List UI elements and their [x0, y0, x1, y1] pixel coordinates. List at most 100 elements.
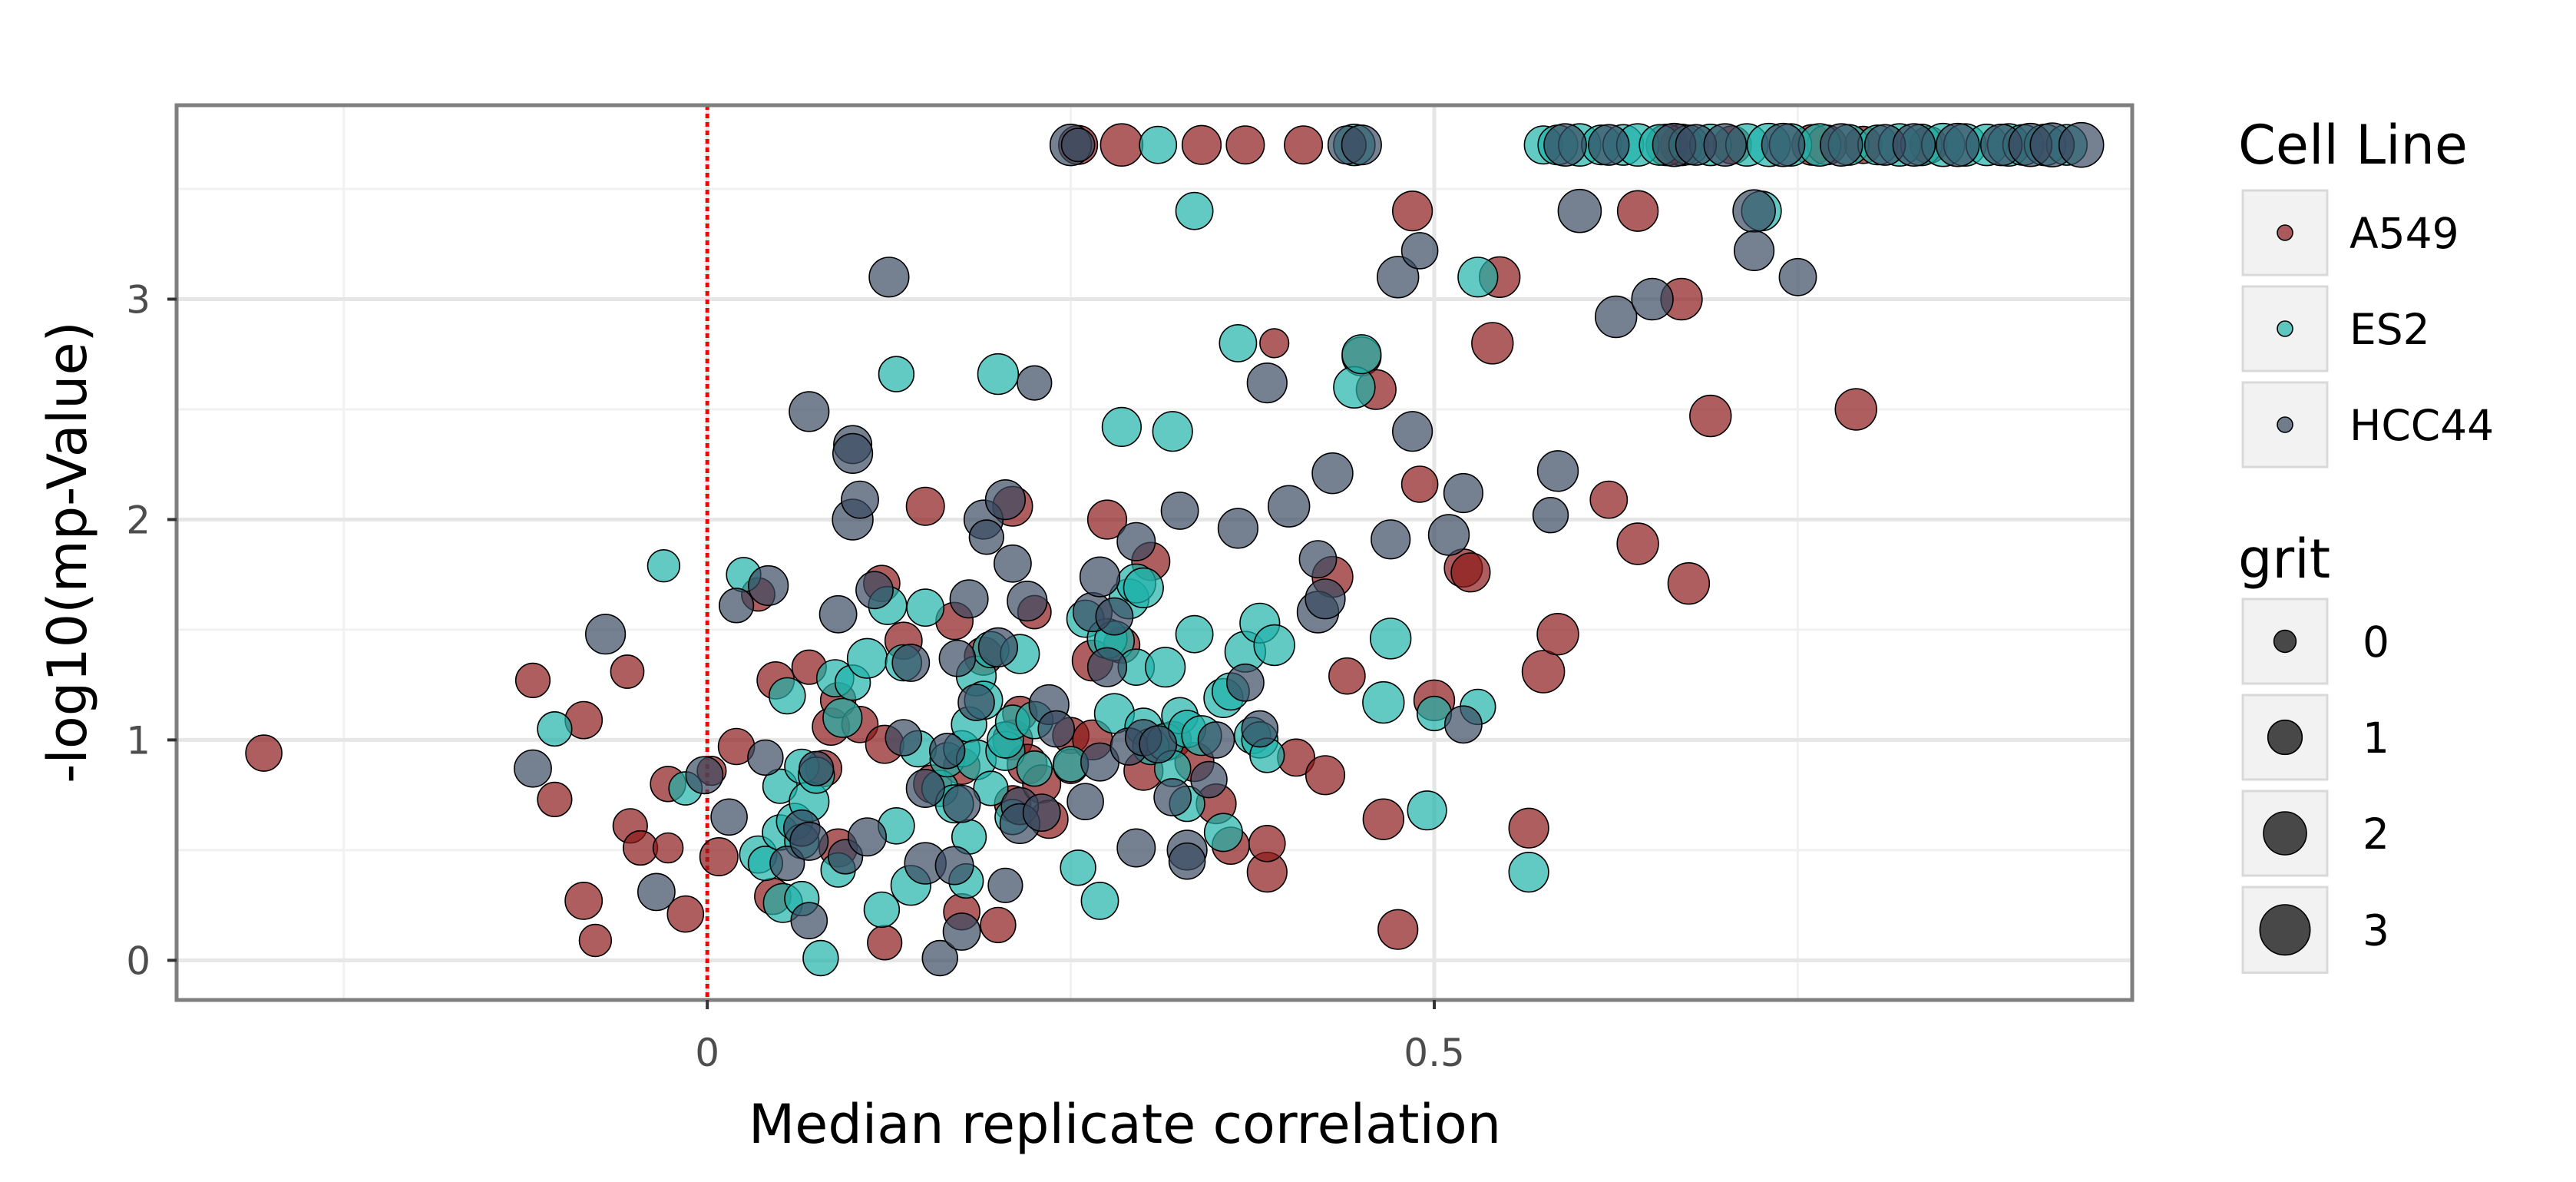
- data-point: [245, 734, 283, 772]
- data-point: [987, 867, 1023, 903]
- legend-label: 0: [2363, 617, 2389, 667]
- data-point: [1778, 257, 1817, 296]
- data-point: [977, 353, 1020, 396]
- color-legend-entry: HCC44: [2241, 381, 2494, 468]
- data-point: [1248, 825, 1286, 862]
- data-point: [1284, 125, 1324, 165]
- data-point: [1080, 882, 1119, 920]
- data-point: [1936, 122, 1980, 167]
- data-point: [789, 821, 829, 861]
- data-point: [1253, 624, 1295, 667]
- data-point: [1457, 257, 1499, 298]
- legend-key-marker: [2277, 416, 2293, 433]
- data-point: [1101, 406, 1142, 448]
- data-point: [906, 588, 945, 627]
- data-point: [584, 614, 627, 655]
- data-point: [1007, 580, 1048, 622]
- legend-label: ES2: [2349, 305, 2430, 354]
- data-point: [1305, 755, 1346, 796]
- data-point: [1595, 295, 1638, 339]
- data-point: [1471, 322, 1514, 365]
- legend-label: 1: [2363, 714, 2389, 763]
- data-point: [1022, 793, 1061, 833]
- data-point: [841, 480, 879, 519]
- data-point: [747, 739, 784, 776]
- data-point: [1016, 750, 1053, 787]
- data-point: [564, 882, 603, 920]
- legend-key-marker: [2259, 904, 2311, 956]
- color-legend-entry: A549: [2241, 189, 2459, 276]
- data-point: [789, 391, 830, 432]
- data-point: [1377, 909, 1419, 950]
- data-point: [790, 902, 828, 939]
- data-point: [718, 588, 755, 624]
- data-point: [1521, 650, 1566, 694]
- data-points: [245, 121, 2105, 977]
- data-point: [1834, 388, 1877, 431]
- data-point: [1037, 710, 1075, 748]
- y-tick-label: 2: [126, 498, 150, 542]
- data-point: [1217, 508, 1258, 549]
- x-tick-label: 0: [695, 1031, 719, 1075]
- data-point: [1508, 807, 1549, 849]
- data-point: [1444, 705, 1483, 744]
- data-point: [1734, 230, 1775, 272]
- data-point: [1341, 334, 1382, 375]
- data-point: [1450, 552, 1491, 593]
- data-point: [891, 644, 931, 682]
- data-point: [1588, 124, 1630, 166]
- data-point: [1060, 127, 1096, 163]
- data-point: [1376, 256, 1420, 299]
- data-point: [949, 579, 989, 619]
- data-point: [1362, 680, 1405, 724]
- data-point: [610, 654, 645, 689]
- data-point: [1407, 790, 1447, 831]
- y-axis-title: -log10(mp-Value): [36, 321, 99, 783]
- data-point: [1732, 189, 1776, 233]
- data-point: [1391, 411, 1433, 452]
- data-point: [1689, 394, 1732, 438]
- legend-label: 3: [2363, 906, 2389, 955]
- color-legend: Cell Line A549 ES2 HCC44: [2238, 114, 2494, 468]
- data-point: [514, 749, 552, 788]
- data-point: [1241, 710, 1279, 748]
- data-point: [578, 923, 613, 958]
- data-point: [1362, 798, 1405, 840]
- data-point: [799, 750, 835, 786]
- data-point: [832, 432, 874, 475]
- data-point: [977, 627, 1018, 668]
- y-tick-label: 3: [126, 278, 150, 323]
- legend-label: 2: [2363, 810, 2389, 859]
- data-point: [1305, 578, 1346, 620]
- data-point: [699, 837, 739, 877]
- data-point: [973, 770, 1009, 806]
- data-point: [1066, 783, 1104, 820]
- data-point: [846, 637, 888, 679]
- data-point: [2058, 121, 2105, 168]
- data-point: [1616, 522, 1659, 565]
- data-point: [1086, 647, 1128, 687]
- data-point: [637, 872, 676, 912]
- color-legend-entry: ES2: [2241, 285, 2430, 372]
- legend-key-marker: [2277, 224, 2293, 241]
- data-point: [1181, 124, 1222, 165]
- data-point: [905, 486, 945, 526]
- data-point: [1298, 540, 1338, 579]
- data-point: [537, 710, 573, 747]
- data-point: [622, 829, 659, 866]
- data-point: [1175, 191, 1214, 230]
- data-point: [1259, 328, 1290, 359]
- data-point: [848, 817, 888, 857]
- data-point: [1168, 842, 1206, 880]
- data-point: [1328, 657, 1366, 695]
- data-point: [652, 832, 684, 864]
- size-legend-title: grit: [2238, 528, 2330, 591]
- data-point: [994, 544, 1032, 583]
- data-point: [1139, 125, 1178, 164]
- size-legend-entry: 2: [2241, 790, 2389, 877]
- legend-key-marker: [2263, 811, 2307, 856]
- data-point: [984, 478, 1026, 521]
- data-point: [928, 733, 966, 770]
- data-point: [867, 925, 903, 961]
- data-point: [710, 798, 748, 836]
